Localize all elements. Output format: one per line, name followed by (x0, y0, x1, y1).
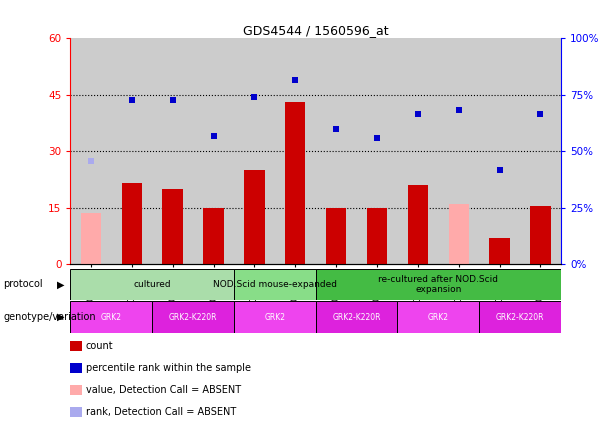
Text: count: count (86, 341, 113, 351)
Title: GDS4544 / 1560596_at: GDS4544 / 1560596_at (243, 24, 389, 37)
Bar (81, 214, 101, 264)
Bar (244, 170, 265, 264)
Bar (121, 183, 142, 264)
Text: GRK2: GRK2 (428, 313, 449, 321)
Text: rank, Detection Call = ABSENT: rank, Detection Call = ABSENT (86, 407, 236, 417)
Bar (479, 301, 561, 333)
Bar (316, 301, 397, 333)
Text: re-cultured after NOD.Scid
expansion: re-cultured after NOD.Scid expansion (378, 275, 498, 294)
Bar (530, 206, 550, 264)
Text: GRK2: GRK2 (264, 313, 285, 321)
Bar (285, 102, 305, 264)
Bar (449, 204, 469, 264)
Bar (204, 208, 224, 264)
Text: ▶: ▶ (57, 280, 64, 289)
Bar (234, 301, 316, 333)
Bar (316, 269, 561, 300)
Text: GRK2-K220R: GRK2-K220R (332, 313, 381, 321)
Bar (326, 208, 346, 264)
Bar (152, 301, 234, 333)
Bar (70, 269, 234, 300)
Text: GRK2-K220R: GRK2-K220R (496, 313, 544, 321)
Text: genotype/variation: genotype/variation (3, 312, 96, 322)
Text: cultured: cultured (134, 280, 171, 289)
Text: ▶: ▶ (57, 312, 64, 322)
Bar (489, 238, 510, 264)
Text: value, Detection Call = ABSENT: value, Detection Call = ABSENT (86, 385, 241, 395)
Bar (162, 189, 183, 264)
Bar (408, 185, 428, 264)
Bar (234, 269, 316, 300)
Text: NOD.Scid mouse-expanded: NOD.Scid mouse-expanded (213, 280, 337, 289)
Text: protocol: protocol (3, 280, 43, 289)
Text: percentile rank within the sample: percentile rank within the sample (86, 363, 251, 373)
Text: GRK2-K220R: GRK2-K220R (169, 313, 218, 321)
Bar (367, 208, 387, 264)
Bar (70, 301, 152, 333)
Text: GRK2: GRK2 (101, 313, 122, 321)
Bar (397, 301, 479, 333)
